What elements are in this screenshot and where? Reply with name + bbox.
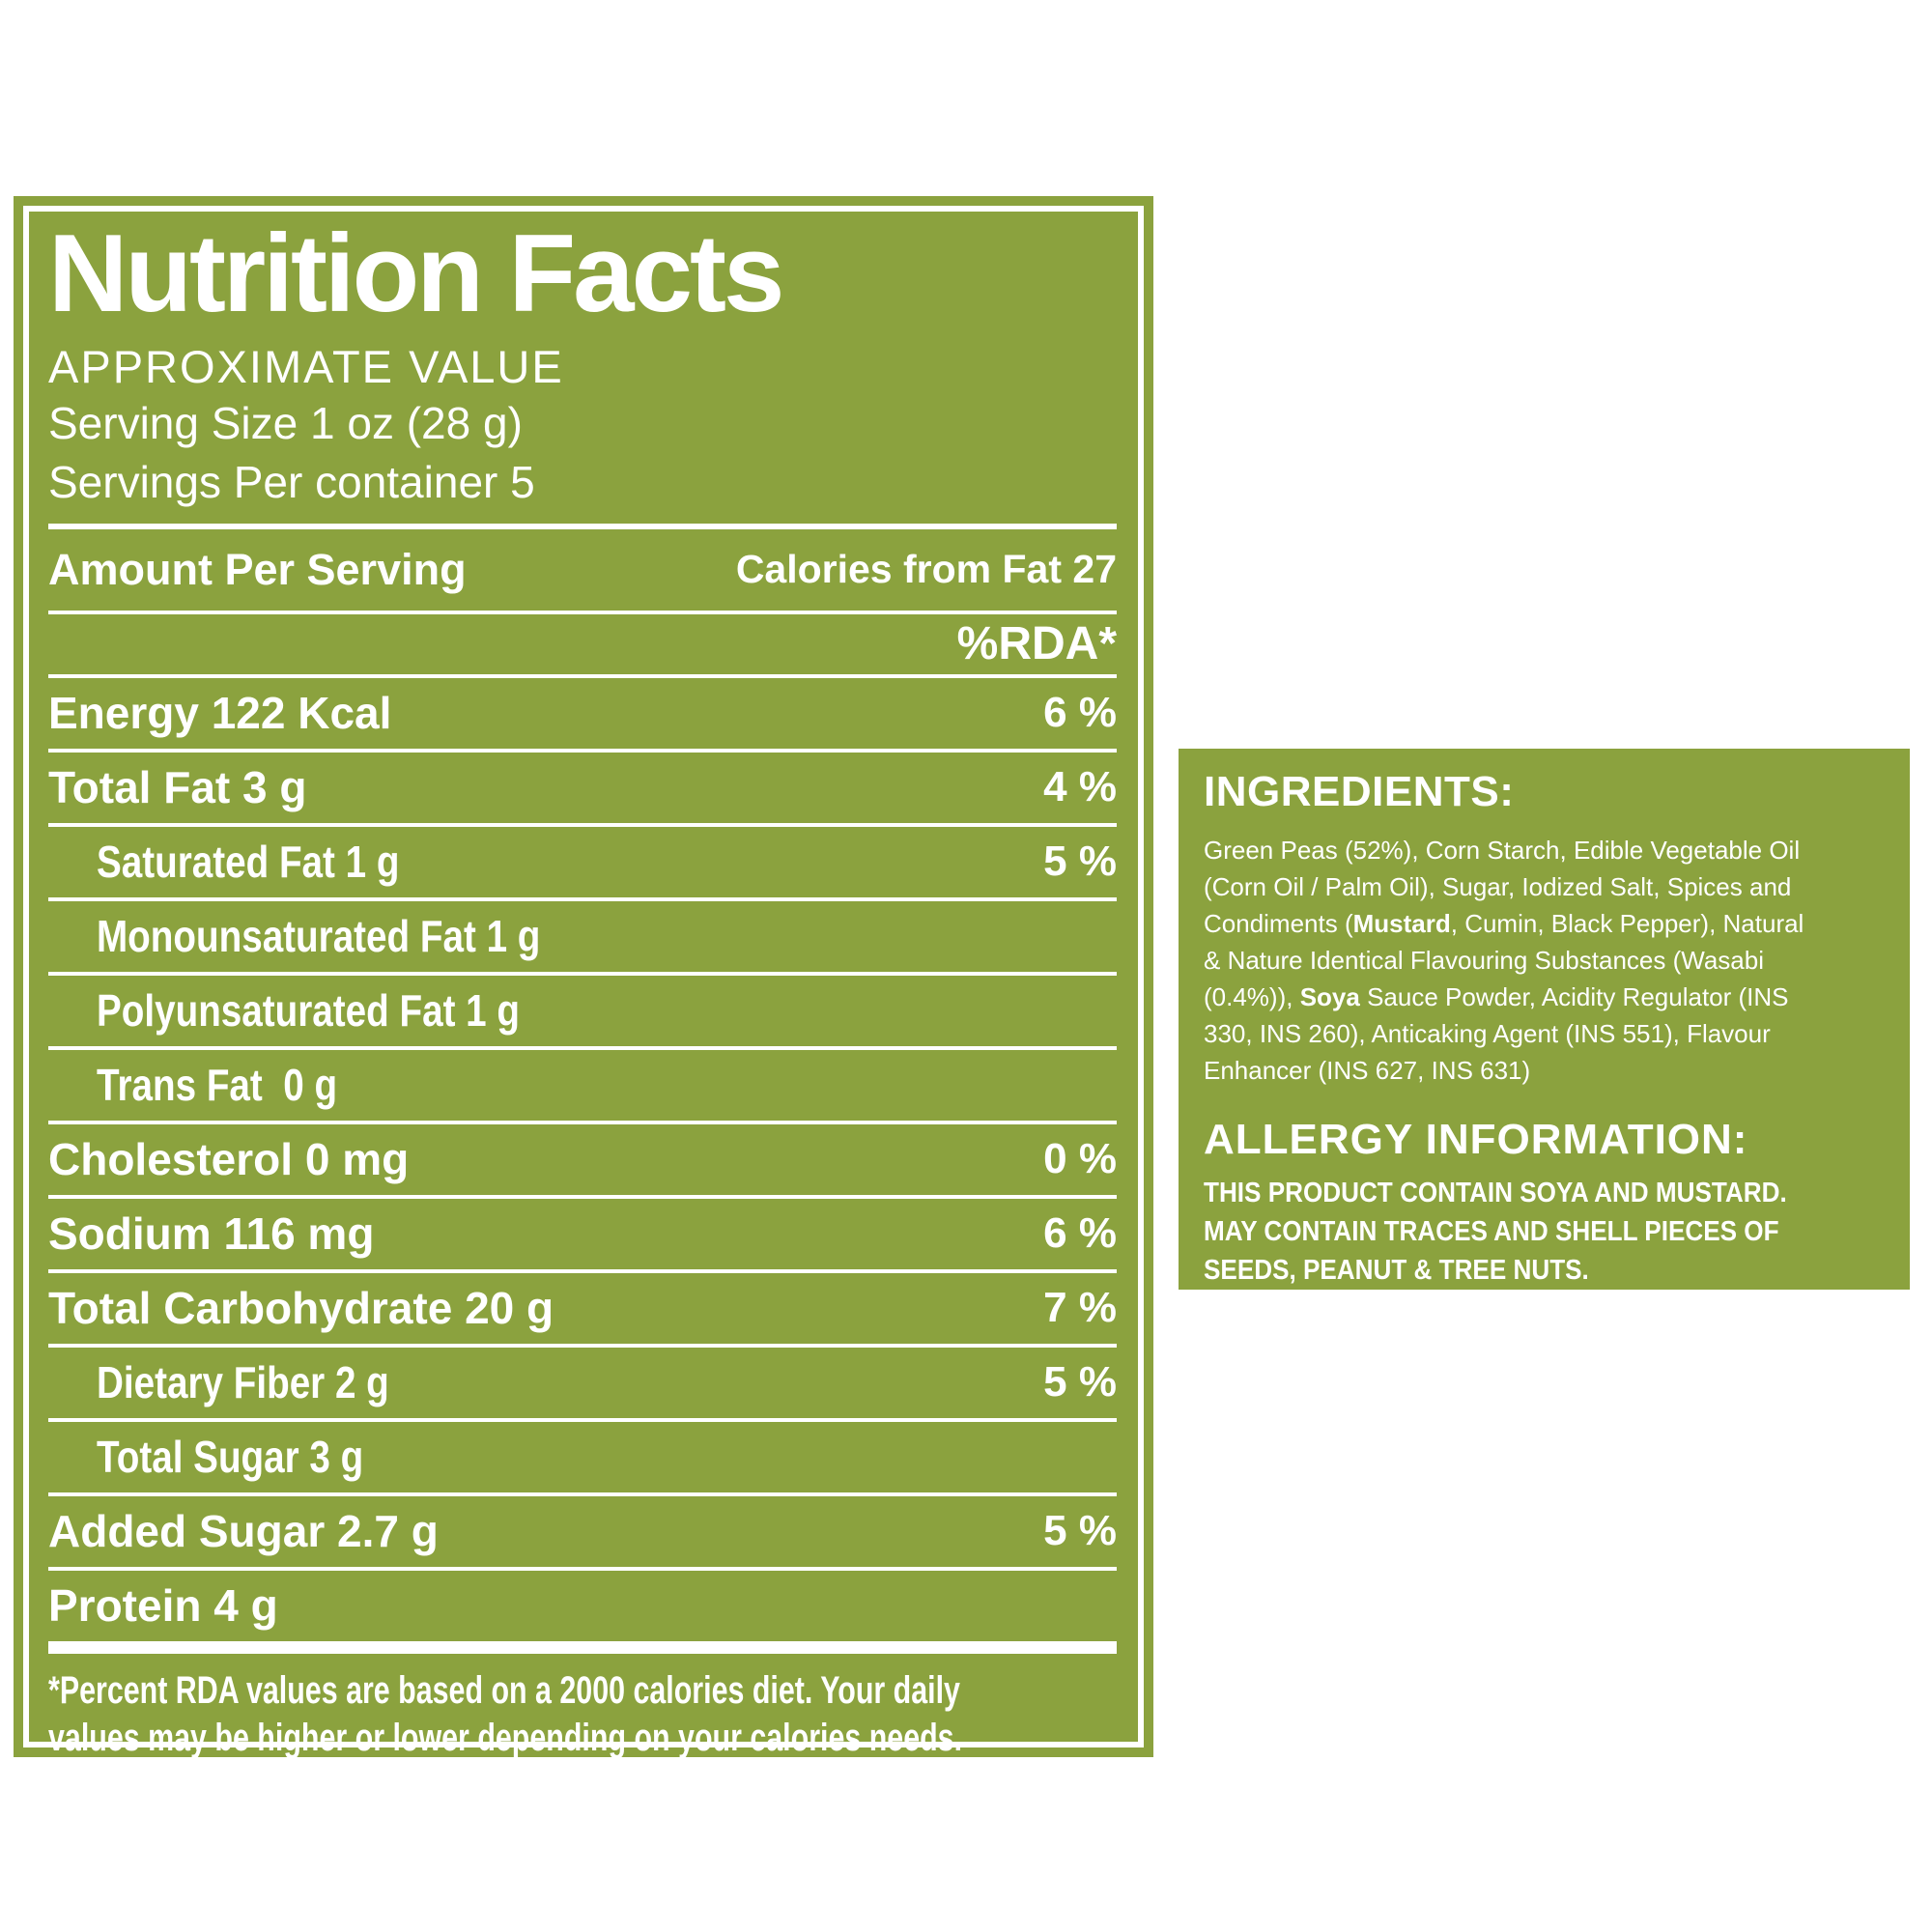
divider [48, 523, 1117, 529]
ingredient-line: (0.4%)), Soya Sauce Powder, Acidity Regu… [1204, 982, 1789, 1011]
nutrient-row: Protein 4 g [48, 1566, 1117, 1641]
nutrient-label: Cholesterol 0 mg [48, 1134, 410, 1185]
nutrient-row: Trans Fat 0 g [48, 1045, 1117, 1121]
nutrient-value: 4 % [1043, 763, 1117, 811]
rda-header: %RDA* [956, 618, 1117, 670]
nutrient-value: 7 % [1043, 1284, 1117, 1332]
ingredient-line: (Corn Oil / Palm Oil), Sugar, Iodized Sa… [1204, 872, 1792, 901]
ingredient-line: 330, INS 260), Anticaking Agent (INS 551… [1204, 1019, 1771, 1048]
nutrient-label: Total Fat 3 g [48, 762, 307, 813]
nutrient-label: Trans Fat 0 g [97, 1060, 338, 1111]
rda-header-row: %RDA* [48, 610, 1117, 674]
nutrient-label: Polyunsaturated Fat 1 g [97, 985, 521, 1037]
nutrient-row: Total Fat 3 g 4 % [48, 748, 1117, 823]
ingredient-line: & Nature Identical Flavouring Substances… [1204, 946, 1764, 975]
footnote-line: *Percent RDA values are based on a 2000 … [48, 1668, 960, 1712]
label-title: Nutrition Facts [48, 213, 784, 335]
calories-from-fat: Calories from Fat 27 [735, 547, 1117, 592]
thick-divider [48, 1640, 1117, 1654]
nutrient-value: 6 % [1043, 689, 1117, 737]
nutrient-row: Total Sugar 3 g [48, 1417, 1117, 1492]
nutrient-label: Total Carbohydrate 20 g [48, 1283, 554, 1334]
nutrient-label: Dietary Fiber 2 g [97, 1357, 389, 1408]
ingredients-text: Green Peas (52%), Corn Starch, Edible Ve… [1204, 832, 1887, 1089]
ingredient-line: Condiments (Mustard, Cumin, Black Pepper… [1204, 909, 1804, 938]
nutrient-value: 0 % [1043, 1135, 1117, 1183]
nutrient-label: Saturated Fat 1 g [97, 837, 400, 888]
allergy-line: SEEDS, PEANUT & TREE NUTS. [1204, 1255, 1589, 1286]
amount-per-serving-row: Amount Per Serving Calories from Fat 27 [48, 529, 1117, 611]
nutrient-row: Total Carbohydrate 20 g 7 % [48, 1268, 1117, 1344]
footnote-line: values may be higher or lower depending … [48, 1716, 963, 1759]
ingredient-line: Green Peas (52%), Corn Starch, Edible Ve… [1204, 836, 1801, 865]
nutrient-value: 5 % [1043, 838, 1117, 886]
nutrient-label: Added Sugar 2.7 g [48, 1506, 439, 1557]
nutrient-row: Added Sugar 2.7 g 5 % [48, 1492, 1117, 1567]
nutrient-label: Energy 122 Kcal [48, 688, 392, 739]
nutrition-facts-inner-border: Nutrition Facts APPROXIMATE VALUE Servin… [23, 206, 1144, 1759]
allergy-line: THIS PRODUCT CONTAIN SOYA AND MUSTARD. [1204, 1178, 1787, 1208]
allergy-line: MAY CONTAIN TRACES AND SHELL PIECES OF [1204, 1216, 1779, 1247]
nutrient-label: Monounsaturated Fat 1 g [97, 911, 541, 962]
nutrition-rows: Energy 122 Kcal 6 % Total Fat 3 g 4 % Satura… [48, 673, 1117, 1641]
nutrition-facts-label: Nutrition Facts APPROXIMATE VALUE Servin… [14, 196, 1153, 1759]
label-subtitle: APPROXIMATE VALUE [48, 340, 564, 392]
nutrient-value: 5 % [1043, 1507, 1117, 1555]
nutrient-row: Energy 122 Kcal 6 % [48, 673, 1117, 749]
nutrient-label: Sodium 116 mg [48, 1208, 375, 1260]
ingredients-heading: INGREDIENTS: [1204, 768, 1515, 815]
nutrient-row: Cholesterol 0 mg 0 % [48, 1120, 1117, 1195]
nutrient-row: Monounsaturated Fat 1 g [48, 896, 1117, 972]
allergy-heading: ALLERGY INFORMATION: [1204, 1116, 1748, 1163]
nutrient-value: 6 % [1043, 1209, 1117, 1258]
nutrient-value: 5 % [1043, 1358, 1117, 1406]
serving-size: Serving Size 1 oz (28 g) [48, 398, 523, 449]
nutrient-label: Protein 4 g [48, 1580, 278, 1632]
allergy-text: THIS PRODUCT CONTAIN SOYA AND MUSTARD. MA… [1204, 1174, 1887, 1290]
footnote: *Percent RDA values are based on a 2000 … [48, 1667, 1117, 1762]
nutrient-row: Sodium 116 mg 6 % [48, 1194, 1117, 1269]
ingredient-line: Enhancer (INS 627, INS 631) [1204, 1056, 1531, 1085]
nutrient-row: Dietary Fiber 2 g 5 % [48, 1343, 1117, 1418]
amount-per-serving-label: Amount Per Serving [48, 544, 467, 594]
nutrient-row: Saturated Fat 1 g 5 % [48, 822, 1117, 897]
ingredients-panel: INGREDIENTS: Green Peas (52%), Corn Star… [1179, 749, 1910, 1290]
servings-per-container: Servings Per container 5 [48, 457, 535, 508]
nutrient-label: Total Sugar 3 g [97, 1432, 364, 1483]
nutrient-row: Polyunsaturated Fat 1 g [48, 971, 1117, 1046]
